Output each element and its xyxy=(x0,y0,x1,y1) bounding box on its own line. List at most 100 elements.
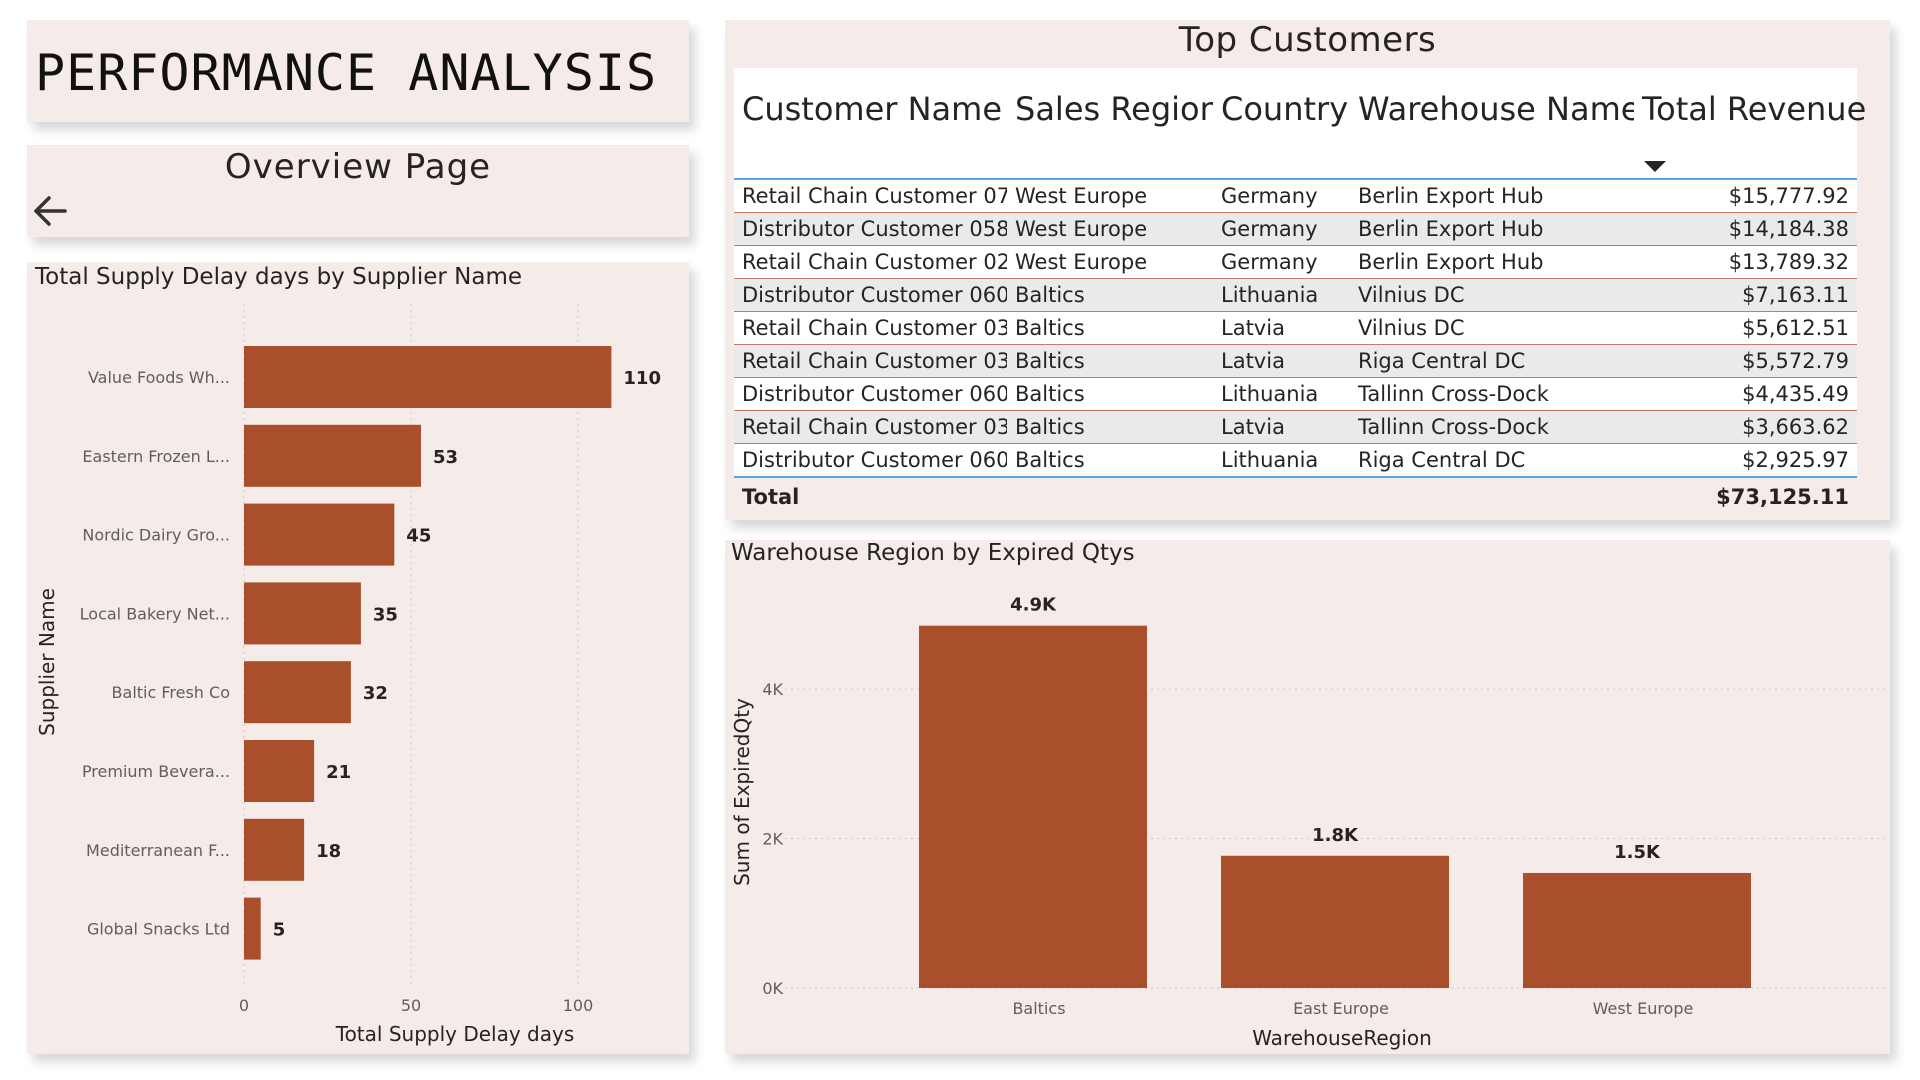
category-label: Global Snacks Ltd xyxy=(87,920,230,939)
column-header-customer-name[interactable]: Customer Name xyxy=(734,68,1007,180)
top-customers-card: Top Customers Customer Name Sales Region… xyxy=(725,20,1890,520)
bar[interactable] xyxy=(244,897,261,960)
cell-sales-region: Baltics xyxy=(1007,344,1213,378)
data-label: 45 xyxy=(406,526,431,547)
cell-warehouse-name: Berlin Export Hub xyxy=(1350,179,1634,213)
total-row: Total $73,125.11 xyxy=(734,477,1857,516)
back-button[interactable] xyxy=(31,193,71,229)
supply-delay-chart: Value Foods Wh... Eastern Frozen L... Nord… xyxy=(35,304,661,1046)
cell-warehouse-name: Berlin Export Hub xyxy=(1350,212,1634,246)
expired-qty-chart-title: Warehouse Region by Expired Qtys xyxy=(731,540,1135,566)
cell-warehouse-name: Vilnius DC xyxy=(1350,278,1634,312)
table-row[interactable]: Distributor Customer 060 Baltics Lithuania… xyxy=(734,377,1857,411)
column-header-warehouse-name[interactable]: Warehouse Name xyxy=(1350,68,1640,180)
cell-country: Latvia xyxy=(1213,410,1350,444)
table-row[interactable]: Distributor Customer 060 Baltics Lithuania… xyxy=(734,443,1857,478)
bar[interactable] xyxy=(919,625,1147,988)
cell-customer-name: Distributor Customer 058 xyxy=(734,212,1007,246)
cell-total-revenue: $14,184.38 xyxy=(1634,212,1857,246)
bar[interactable] xyxy=(244,818,305,881)
category-label: Eastern Frozen L... xyxy=(82,447,230,466)
total-value: $73,125.11 xyxy=(1716,485,1849,509)
y-axis-title: Sum of ExpiredQty xyxy=(730,698,754,886)
bar[interactable] xyxy=(1221,855,1449,988)
data-label: 110 xyxy=(623,368,661,389)
data-label: 5 xyxy=(273,920,286,941)
category-label: Value Foods Wh... xyxy=(88,368,230,387)
cell-country: Lithuania xyxy=(1213,443,1350,478)
table-row[interactable]: Retail Chain Customer 036 Baltics Latvia Vi… xyxy=(734,311,1857,345)
data-label: 21 xyxy=(326,762,351,783)
data-label: 35 xyxy=(373,604,398,625)
data-label: 18 xyxy=(316,841,341,862)
cell-sales-region: Baltics xyxy=(1007,311,1213,345)
cell-sales-region: West Europe xyxy=(1007,179,1213,213)
cell-warehouse-name: Tallinn Cross-Dock xyxy=(1350,410,1634,444)
y-tick-label: 0K xyxy=(762,979,783,998)
data-label: 53 xyxy=(433,447,458,468)
bar[interactable] xyxy=(244,740,315,802)
data-label: 1.5K xyxy=(1614,842,1661,863)
category-label: Baltics xyxy=(1012,999,1065,1018)
cell-sales-region: Baltics xyxy=(1007,377,1213,411)
cell-sales-region: West Europe xyxy=(1007,245,1213,279)
arrow-left-icon xyxy=(34,196,67,226)
title-card: PERFORMANCE ANALYSIS xyxy=(27,20,689,122)
bar[interactable] xyxy=(244,503,395,566)
cell-sales-region: Baltics xyxy=(1007,443,1213,478)
cell-total-revenue: $13,789.32 xyxy=(1634,245,1857,279)
top-customers-table: Customer Name Sales Region Country Wareh… xyxy=(734,68,1866,516)
y-axis-title: Supplier Name xyxy=(35,588,59,736)
table-row[interactable]: Retail Chain Customer 036 Baltics Latvia Ri… xyxy=(734,344,1857,378)
column-header-sales-region[interactable]: Sales Region xyxy=(1007,68,1220,180)
table-row[interactable]: Distributor Customer 058 West Europe Germa… xyxy=(734,212,1857,246)
table-row[interactable]: Retail Chain Customer 028 West Europe Germ… xyxy=(734,245,1857,279)
column-header-country[interactable]: Country xyxy=(1213,68,1350,180)
x-tick-label: 100 xyxy=(563,996,594,1015)
cell-warehouse-name: Riga Central DC xyxy=(1350,344,1634,378)
cell-customer-name: Distributor Customer 060 xyxy=(734,443,1007,478)
supply-delay-chart-title: Total Supply Delay days by Supplier Name xyxy=(35,264,523,290)
cell-total-revenue: $4,435.49 xyxy=(1634,377,1857,411)
cell-country: Germany xyxy=(1213,179,1350,213)
bar[interactable] xyxy=(244,582,361,645)
cell-customer-name: Retail Chain Customer 036 xyxy=(734,311,1007,345)
cell-total-revenue: $7,163.11 xyxy=(1634,278,1857,312)
cell-sales-region: Baltics xyxy=(1007,278,1213,312)
top-customers-title: Top Customers xyxy=(1178,20,1437,60)
table-row[interactable]: Retail Chain Customer 074 West Europe Germ… xyxy=(734,179,1857,213)
expired-qty-chart-card: Warehouse Region by Expired Qtys 0K 2K 4K … xyxy=(725,540,1890,1054)
cell-country: Germany xyxy=(1213,212,1350,246)
cell-customer-name: Retail Chain Customer 028 xyxy=(734,245,1007,279)
x-axis-title: WarehouseRegion xyxy=(1252,1026,1432,1050)
cell-customer-name: Distributor Customer 060 xyxy=(734,278,1007,312)
bar[interactable] xyxy=(244,346,612,408)
cell-customer-name: Retail Chain Customer 036 xyxy=(734,344,1007,378)
total-label: Total xyxy=(742,485,800,509)
cell-warehouse-name: Tallinn Cross-Dock xyxy=(1350,377,1634,411)
bar[interactable] xyxy=(244,661,351,724)
category-label: East Europe xyxy=(1293,999,1389,1018)
cell-total-revenue: $2,925.97 xyxy=(1634,443,1857,478)
category-label: Baltic Fresh Co xyxy=(112,683,230,702)
x-tick-label: 50 xyxy=(401,996,421,1015)
category-label: Nordic Dairy Gro... xyxy=(82,526,230,545)
supply-delay-chart-card: Total Supply Delay days by Supplier Name… xyxy=(27,262,689,1054)
cell-country: Germany xyxy=(1213,245,1350,279)
cell-country: Lithuania xyxy=(1213,278,1350,312)
data-label: 1.8K xyxy=(1312,825,1359,846)
x-tick-label: 0 xyxy=(239,996,249,1015)
bar[interactable] xyxy=(244,424,422,487)
cell-customer-name: Distributor Customer 060 xyxy=(734,377,1007,411)
cell-warehouse-name: Vilnius DC xyxy=(1350,311,1634,345)
column-header-total-revenue[interactable]: Total Revenue xyxy=(1634,68,1866,180)
expired-qty-chart: 0K 2K 4K 4.9K 1.8K 1.5K Baltics East Europe We… xyxy=(730,595,1885,1050)
bar[interactable] xyxy=(1523,872,1751,988)
cell-country: Latvia xyxy=(1213,311,1350,345)
category-label: Mediterranean F... xyxy=(86,841,230,860)
x-axis-title: Total Supply Delay days xyxy=(335,1022,575,1046)
data-label: 32 xyxy=(363,683,388,704)
cell-total-revenue: $15,777.92 xyxy=(1634,179,1857,213)
table-row[interactable]: Retail Chain Customer 036 Baltics Latvia Ta… xyxy=(734,410,1857,444)
table-row[interactable]: Distributor Customer 060 Baltics Lithuania… xyxy=(734,278,1857,312)
